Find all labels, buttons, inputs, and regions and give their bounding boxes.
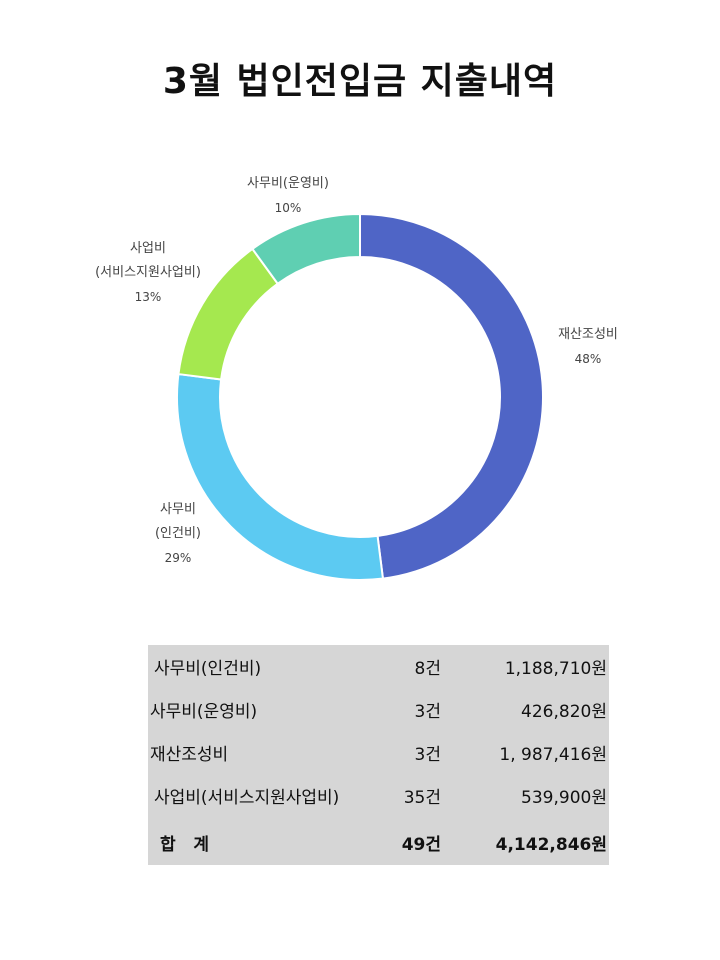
label-line: 사무비(운영비) <box>247 176 329 191</box>
total-count: 49건 <box>401 835 441 855</box>
slice-label-personnel: 사무비 (인건비) 29% <box>128 498 228 570</box>
table-row: 사업비(서비스지원사업비) 35건 539,900원 <box>148 774 609 816</box>
row-amount: 1,188,710원 <box>504 659 607 679</box>
row-name: 사업비(서비스지원사업비) <box>154 788 340 808</box>
label-percent: 29% <box>164 551 192 565</box>
slice-property-fund <box>359 212 544 580</box>
label-line: (서비스지원사업비) <box>95 265 201 280</box>
label-percent: 13% <box>134 290 162 304</box>
row-amount: 1, 987,416원 <box>499 745 607 765</box>
donut-chart <box>176 212 544 581</box>
table-total-row: 합 계 49건 4,142,846원 <box>148 821 609 863</box>
label-line: 사업비 <box>130 241 166 256</box>
total-amount: 4,142,846원 <box>495 835 607 855</box>
row-name: 사무비(인건비) <box>154 659 262 679</box>
slice-label-property-fund: 재산조성비 48% <box>538 323 638 371</box>
label-line: 재산조성비 <box>558 327 618 342</box>
page-title: 3월 법인전입금 지출내역 <box>162 61 558 102</box>
row-amount: 539,900원 <box>521 788 607 808</box>
row-count: 8건 <box>414 659 441 679</box>
label-percent: 48% <box>574 352 602 366</box>
row-name: 사무비(운영비) <box>150 702 258 722</box>
summary-table: 사무비(인건비) 8건 1,188,710원 사무비(운영비) 3건 426,8… <box>148 645 609 865</box>
label-line: 사무비 <box>160 502 196 517</box>
table-row: 사무비(운영비) 3건 426,820원 <box>148 688 609 730</box>
label-line: (인건비) <box>154 526 202 541</box>
row-count: 3건 <box>414 702 441 722</box>
row-amount: 426,820원 <box>521 702 607 722</box>
slice-label-project: 사업비 (서비스지원사업비) 13% <box>73 237 223 309</box>
total-label: 합 계 <box>160 835 210 855</box>
label-percent: 10% <box>274 201 302 215</box>
slice-operating <box>251 212 361 286</box>
table-row: 재산조성비 3건 1, 987,416원 <box>148 731 609 773</box>
table-row: 사무비(인건비) 8건 1,188,710원 <box>148 645 609 687</box>
row-count: 35건 <box>403 788 441 808</box>
row-name: 재산조성비 <box>150 745 229 765</box>
slice-label-operating: 사무비(운영비) 10% <box>228 172 348 220</box>
row-count: 3건 <box>414 745 441 765</box>
